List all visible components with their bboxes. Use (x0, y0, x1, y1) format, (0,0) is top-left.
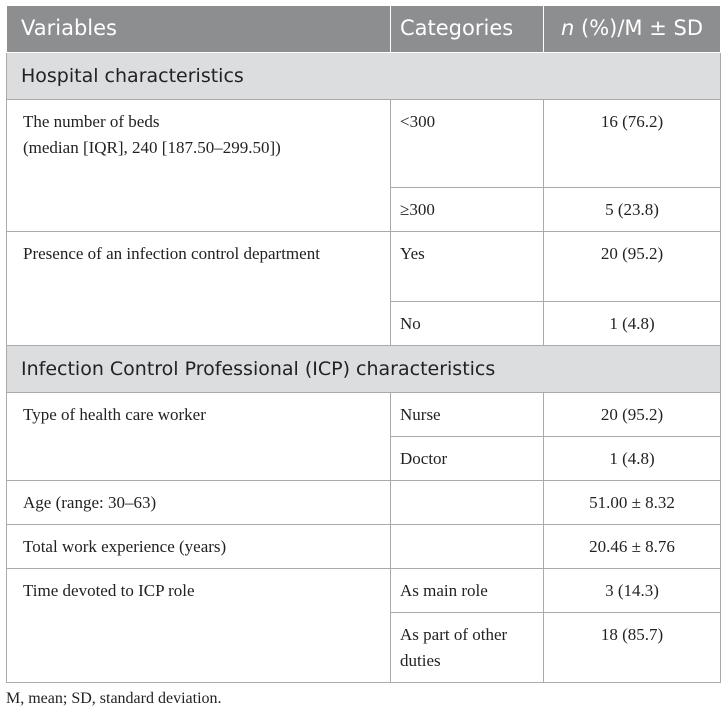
category-cell (390, 480, 544, 525)
value-cell: 51.00 ± 8.32 (543, 480, 721, 525)
row-label-age: Age (range: 30–63) (6, 480, 391, 525)
value-cell: 5 (23.8) (543, 187, 721, 232)
row-label-icp-time: Time devoted to ICP role (6, 568, 391, 683)
value-cell: 16 (76.2) (543, 99, 721, 188)
row-label-beds: The number of beds (median [IQR], 240 [18… (6, 99, 391, 232)
row-label-infection-dept: Presence of an infection control departm… (6, 231, 391, 346)
section-title-hospital: Hospital characteristics (6, 52, 721, 100)
table-row: ≥300 5 (23.8) (7, 187, 721, 232)
value-cell: 1 (4.8) (543, 436, 721, 481)
header-categories: Categories (390, 5, 544, 53)
table-row: The number of beds (median [IQR], 240 [18… (6, 99, 721, 232)
category-cell: <300 (390, 99, 544, 188)
table-row: Type of health care worker Nurse 20 (95.… (6, 392, 721, 481)
value-cell: 1 (4.8) (543, 301, 721, 346)
row-label-work-experience: Total work experience (years) (6, 524, 391, 569)
category-cell: ≥300 (390, 187, 544, 232)
value-cell: 18 (85.7) (543, 612, 721, 683)
category-cell: As main role (390, 568, 544, 613)
category-cell: Doctor (390, 436, 544, 481)
value-cell: 20 (95.2) (543, 231, 721, 302)
section-row: Infection Control Professional (ICP) cha… (6, 345, 721, 393)
value-cell: 20.46 ± 8.76 (543, 524, 721, 569)
value-cell: 20 (95.2) (543, 392, 721, 437)
table-row: Presence of an infection control departm… (6, 231, 721, 346)
header-row: Variables Categories n (%)/M ± SD (6, 5, 721, 53)
table-row: No 1 (4.8) (7, 301, 721, 346)
header-stats: n (%)/M ± SD (543, 5, 721, 53)
table-footnote: M, mean; SD, standard deviation. (6, 690, 222, 707)
header-variables: Variables (6, 5, 391, 53)
beds-label-line2: (median [IQR], 240 [187.50–299.50]) (23, 138, 281, 157)
category-cell: No (390, 301, 544, 346)
section-title-icp: Infection Control Professional (ICP) cha… (6, 345, 721, 393)
characteristics-table: Variables Categories n (%)/M ± SD Hospit… (6, 5, 721, 683)
table-row: Doctor 1 (4.8) (7, 436, 721, 481)
value-cell: 3 (14.3) (543, 568, 721, 613)
table-row: Age (range: 30–63) 51.00 ± 8.32 (6, 480, 721, 525)
header-n: n (561, 16, 575, 40)
section-row: Hospital characteristics (6, 52, 721, 100)
table-row: Total work experience (years) 20.46 ± 8.… (6, 524, 721, 569)
category-cell: Yes (390, 231, 544, 302)
header-stats-rest: (%)/M ± SD (574, 16, 703, 40)
table-row: As part of other duties 18 (85.7) (7, 612, 721, 683)
category-cell: As part of other duties (390, 612, 544, 683)
table-row: Time devoted to ICP role As main role 3 … (6, 568, 721, 683)
category-cell: Nurse (390, 392, 544, 437)
beds-label-line1: The number of beds (23, 112, 160, 131)
row-label-hcw-type: Type of health care worker (6, 392, 391, 481)
category-cell (390, 524, 544, 569)
